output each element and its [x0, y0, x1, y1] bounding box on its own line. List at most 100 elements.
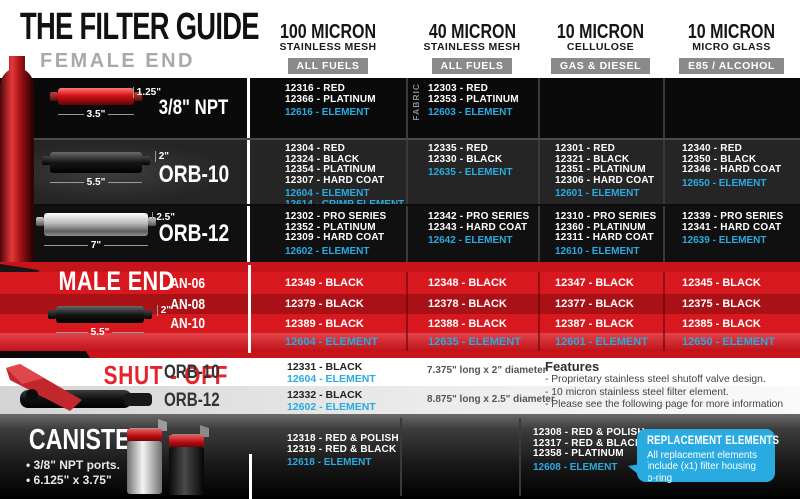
row-label-cell: 2.5" 7" ORB-12 — [0, 206, 250, 262]
part-number: 12311 - HARD COAT — [555, 232, 654, 244]
height-dimension-label: 2.5" — [152, 212, 175, 223]
part-number: 12310 - PRO SERIES — [555, 211, 657, 222]
part-number: 12340 - RED — [682, 143, 743, 154]
part-number: 12347 - BLACK — [538, 272, 663, 294]
filter-body-graphic — [42, 152, 150, 173]
empty-cell — [663, 78, 800, 138]
red-inline-filter-image: 1.25" 3.5" — [50, 87, 161, 120]
part-number: 12324 - BLACK — [285, 153, 360, 165]
element-number: 12614 - CRIMP ELEMENT — [285, 198, 405, 206]
part-number: 12331 - BLACK — [287, 361, 363, 373]
spacer — [0, 22, 250, 74]
part-number: 12332 - BLACK — [287, 389, 363, 401]
features-title: Features — [545, 359, 600, 374]
width-dimension-label: 5.5" — [56, 327, 144, 338]
part-number: 12375 - BLACK — [663, 294, 800, 314]
row-label: ORB-12 — [158, 220, 230, 247]
parts-cell: 12339 - PRO SERIES 12341 - HARD COAT 126… — [663, 206, 800, 262]
column-divider — [519, 418, 521, 496]
element-number: 12608 - ELEMENT — [533, 461, 618, 473]
part-number: 12318 - RED & POLISH — [287, 433, 399, 444]
parts-cell: FABRIC 12303 - RED 12353 - PLATINUM 1260… — [406, 78, 538, 138]
part-number: 12351 - PLATINUM — [555, 164, 646, 176]
part-number: 12321 - BLACK — [555, 153, 630, 165]
features-block: Features - Proprietary stainless steel s… — [545, 359, 784, 412]
row-label: 3/8" NPT — [158, 96, 229, 119]
part-number: 12343 - HARD COAT — [428, 221, 528, 233]
shutoff-valve-image — [2, 364, 157, 419]
canister-section: CANISTER • 3/8" NPT ports. • 6.125" x 3.… — [0, 414, 800, 499]
element-number: 12642 - ELEMENT — [428, 235, 513, 247]
canister-bullet: • 6.125" x 3.75" — [26, 473, 112, 487]
feature-item: - Please see the following page for more… — [545, 399, 784, 411]
parts-cell: 12342 - PRO SERIES 12343 - HARD COAT 126… — [406, 206, 538, 262]
parts-cell: 12302 - PRO SERIES 12352 - PLATINUM 1230… — [250, 206, 406, 262]
element-number: 12604 - ELEMENT — [285, 188, 370, 200]
callout-title: REPLACEMENT ELEMENTS — [647, 435, 780, 447]
part-number: 12348 - BLACK — [406, 272, 538, 294]
part-number: 12342 - PRO SERIES — [428, 211, 530, 222]
row-label: ORB-10 — [158, 161, 230, 189]
media-label: MICRO GLASS — [692, 41, 771, 53]
size-spec: 7.375" long x 2" diameter — [427, 365, 547, 376]
width-dimension-label: 7" — [44, 240, 148, 251]
part-number: 12335 - RED — [428, 143, 489, 154]
table-row-an06: AN-06 12349 - BLACK 12348 - BLACK 12347 … — [0, 272, 800, 294]
element-number: 12601 - ELEMENT — [555, 188, 640, 200]
parts-cell: 12308 - RED & POLISH 12317 - RED & BLACK… — [533, 427, 645, 473]
element-number: 12635 - ELEMENT — [406, 333, 538, 351]
part-number: 12303 - RED — [428, 83, 489, 94]
part-number: 12389 - BLACK — [285, 317, 364, 330]
table-row-an08: AN-08 12379 - BLACK 12378 - BLACK 12377 … — [0, 294, 800, 314]
part-number: 12317 - RED & BLACK — [533, 437, 643, 449]
part-number: 12349 - BLACK — [285, 277, 364, 289]
part-number: 12354 - PLATINUM — [285, 164, 376, 176]
element-number: 12610 - ELEMENT — [555, 245, 640, 257]
column-headers: 100 MICRON STAINLESS MESH ALL FUELS 40 M… — [0, 22, 800, 74]
canister-filters-image — [114, 414, 214, 499]
micron-label: 40 MICRON — [428, 21, 516, 43]
column-header-100-micron: 100 MICRON STAINLESS MESH ALL FUELS — [250, 22, 406, 74]
width-dimension-label: 5.5" — [50, 177, 142, 188]
media-label: STAINLESS MESH — [279, 41, 377, 53]
column-header-40-micron: 40 MICRON STAINLESS MESH ALL FUELS — [406, 22, 538, 74]
callout-line: All replacement elements — [647, 450, 757, 461]
table-row-npt: 1.25" 3.5" 3/8" NPT 12316 - RED 12366 - … — [0, 78, 800, 140]
parts-cell: 12316 - RED 12366 - PLATINUM 12616 - ELE… — [250, 78, 406, 138]
part-number: 12353 - PLATINUM — [428, 93, 519, 105]
male-end-section: AN-06 12349 - BLACK 12348 - BLACK 12347 … — [0, 262, 800, 358]
callout-body: All replacement elements include (x1) fi… — [647, 450, 767, 484]
column-header-10-micron-glass: 10 MICRON MICRO GLASS E85 / ALCOHOL — [663, 22, 800, 74]
part-number: 12301 - RED — [555, 143, 616, 154]
media-label: STAINLESS MESH — [423, 41, 521, 53]
element-number: 12604 - ELEMENT — [287, 373, 376, 385]
row-label: AN-06 — [170, 274, 206, 292]
row-label-orb12: ORB-12 — [163, 390, 220, 411]
part-number: 12378 - BLACK — [406, 294, 538, 314]
parts-cell: 12301 - RED 12321 - BLACK 12351 - PLATIN… — [538, 140, 663, 204]
width-dimension-label: 3.5" — [58, 109, 134, 120]
micron-label: 100 MICRON — [279, 21, 377, 43]
female-end-table: 1.25" 3.5" 3/8" NPT 12316 - RED 12366 - … — [0, 78, 800, 262]
fuel-badge: ALL FUELS — [287, 58, 369, 74]
height-dimension-label: 1.25" — [132, 87, 161, 98]
part-number: 12308 - RED & POLISH — [533, 427, 645, 438]
row-label-cell: 2" 5.5" ORB-10 — [0, 140, 250, 204]
part-number: 12346 - HARD COAT — [682, 164, 782, 176]
part-number: 12352 - PLATINUM — [285, 221, 376, 233]
element-number: 12618 - ELEMENT — [287, 457, 372, 469]
empty-cell — [538, 78, 663, 138]
shut-off-heading: SHUT - OFF — [103, 360, 229, 390]
filter-body-graphic — [48, 306, 152, 323]
element-number: 12650 - ELEMENT — [682, 177, 767, 189]
part-number: 12339 - PRO SERIES — [682, 211, 784, 222]
part-number: 12319 - RED & BLACK — [287, 443, 397, 455]
page-title: THE FILTER GUIDE — [20, 6, 259, 48]
part-number: 12302 - PRO SERIES — [285, 211, 387, 222]
row-label: AN-10 — [170, 315, 206, 332]
parts-cell: 12310 - PRO SERIES 12360 - PLATINUM 1231… — [538, 206, 663, 262]
fuel-badge: GAS & DIESEL — [550, 58, 651, 74]
part-number: 12388 - BLACK — [406, 314, 538, 333]
fuel-badge: E85 / ALCOHOL — [679, 58, 784, 74]
filter-body-graphic — [36, 213, 156, 236]
